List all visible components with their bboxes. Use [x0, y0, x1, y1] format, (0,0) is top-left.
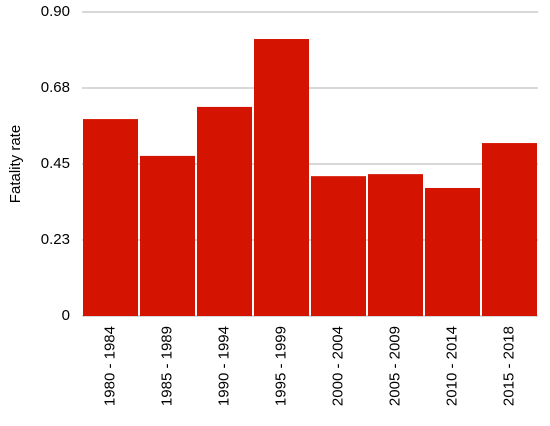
- bar: [311, 176, 366, 316]
- bar: [425, 187, 480, 316]
- x-tick-label: 1995 - 1999: [272, 326, 289, 406]
- y-tick-label: 0.23: [41, 231, 70, 248]
- bar: [83, 119, 138, 316]
- y-tick-label: 0.45: [41, 155, 70, 172]
- bar: [254, 39, 309, 317]
- y-tick-label: 0.68: [41, 79, 70, 96]
- x-tick-label: 1985 - 1989: [158, 326, 175, 406]
- bar: [482, 143, 537, 316]
- bar: [197, 106, 252, 316]
- bar: [368, 174, 423, 316]
- y-axis-label: Fatality rate: [7, 125, 24, 203]
- x-tick-label: 2010 - 2014: [443, 326, 460, 406]
- y-tick-label: 0.90: [41, 3, 70, 20]
- bar: [140, 155, 195, 316]
- x-tick-label: 2000 - 2004: [329, 326, 346, 406]
- x-tick-label: 2015 - 2018: [500, 326, 517, 406]
- x-tick-label: 2005 - 2009: [386, 326, 403, 406]
- y-tick-label: 0: [62, 307, 70, 324]
- x-tick-label: 1990 - 1994: [215, 326, 232, 406]
- x-tick-label: 1980 - 1984: [101, 326, 118, 406]
